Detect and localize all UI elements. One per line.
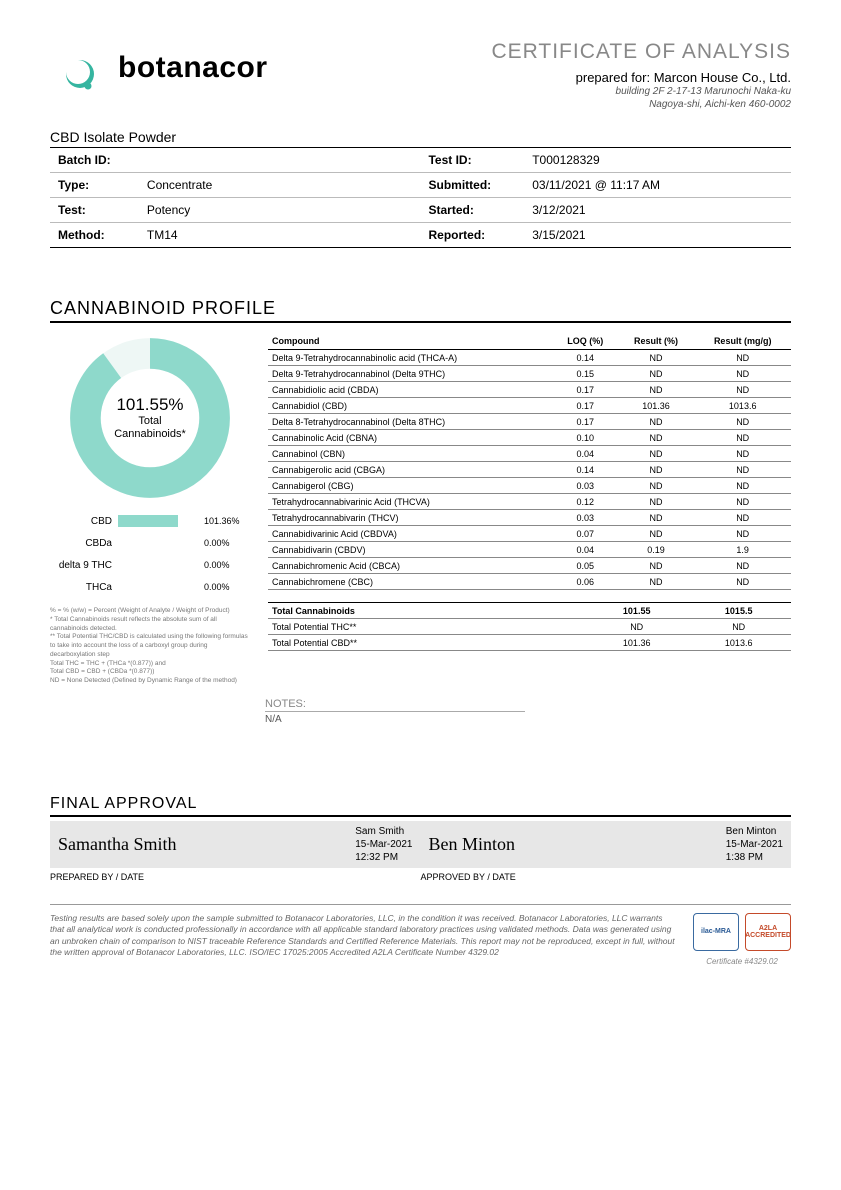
approved-by-label: APPROVED BY / DATE (421, 872, 792, 882)
prepared-for-value: Marcon House Co., Ltd. (654, 70, 791, 85)
info-row: Method:TM14Reported:3/15/2021 (50, 223, 791, 248)
cannabinoid-row: Cannabidiol (CBD)0.17101.361013.6 (268, 398, 791, 414)
prepared-name: Sam Smith (355, 825, 412, 838)
prepared-by-cell: Samantha Smith Sam Smith 15-Mar-2021 12:… (50, 821, 421, 868)
disclaimer-row: Testing results are based solely upon th… (50, 904, 791, 966)
header: botanacor CERTIFICATE OF ANALYSIS prepar… (50, 40, 791, 111)
approved-by-cell: Ben Minton Ben Minton 15-Mar-2021 1:38 P… (421, 821, 792, 868)
bar-row: delta 9 THC0.00% (50, 559, 250, 571)
logo-block: botanacor (50, 40, 268, 96)
approval-section-title: FINAL APPROVAL (50, 795, 791, 817)
prepared-date: 15-Mar-2021 (355, 838, 412, 851)
cannabinoid-row: Tetrahydrocannabivarin (THCV)0.03NDND (268, 510, 791, 526)
profile-footnotes: % = % (w/w) = Percent (Weight of Analyte… (50, 607, 250, 686)
a2la-badge-icon: A2LA ACCREDITED (745, 913, 791, 951)
cannabinoid-row: Delta 9-Tetrahydrocannabinol (Delta 9THC… (268, 366, 791, 382)
cannabinoid-row: Cannabichromene (CBC)0.06NDND (268, 574, 791, 590)
donut-column: 101.55% Total Cannabinoids* CBD101.36%CB… (50, 333, 250, 686)
prepared-for: prepared for: Marcon House Co., Ltd. (491, 70, 791, 85)
donut-chart: 101.55% Total Cannabinoids* (65, 333, 235, 503)
approval-sublabels: PREPARED BY / DATE APPROVED BY / DATE (50, 872, 791, 882)
cannabinoid-row: Cannabinol (CBN)0.04NDND (268, 446, 791, 462)
totals-row: Total Cannabinoids101.551015.5 (268, 603, 791, 619)
info-row: Type:ConcentrateSubmitted:03/11/2021 @ 1… (50, 173, 791, 198)
notes-block: NOTES: N/A (265, 698, 791, 725)
logo-icon (50, 40, 106, 96)
summary-bars: CBD101.36% CBDa0.00% delta 9 THC0.00% THCa0… (50, 515, 250, 593)
donut-label-1: Total (138, 415, 161, 428)
cannabinoid-row: Cannabidivarin (CBDV)0.040.191.9 (268, 542, 791, 558)
certificate-title: CERTIFICATE OF ANALYSIS (491, 40, 791, 64)
cannabinoid-row: Cannabichromenic Acid (CBCA)0.05NDND (268, 558, 791, 574)
approval-row: Samantha Smith Sam Smith 15-Mar-2021 12:… (50, 821, 791, 868)
notes-label: NOTES: (265, 698, 525, 712)
totals-table: Total Cannabinoids101.551015.5Total Pote… (268, 602, 791, 651)
approved-time: 1:38 PM (726, 851, 783, 864)
product-name: CBD Isolate Powder (50, 129, 791, 145)
prepared-for-label: prepared for: (576, 70, 650, 85)
totals-row: Total Potential THC**NDND (268, 619, 791, 635)
totals-row: Total Potential CBD**101.361013.6 (268, 635, 791, 651)
address-line-1: building 2F 2-17-13 Marunochi Naka-ku (491, 85, 791, 98)
prepared-time: 12:32 PM (355, 851, 412, 864)
bar-row: THCa0.00% (50, 581, 250, 593)
profile-section-title: CANNABINOID PROFILE (50, 298, 791, 323)
cannabinoid-row: Cannabidivarinic Acid (CBDVA)0.07NDND (268, 526, 791, 542)
approved-name: Ben Minton (726, 825, 783, 838)
accreditation-block: ilac-MRA A2LA ACCREDITED Certificate #43… (693, 913, 791, 966)
approved-signature: Ben Minton (429, 834, 714, 855)
donut-label-2: Cannabinoids* (114, 428, 186, 441)
cannabinoid-row: Delta 9-Tetrahydrocannabinolic acid (THC… (268, 350, 791, 366)
prepared-meta: Sam Smith 15-Mar-2021 12:32 PM (355, 825, 412, 864)
address-line-2: Nagoya-shi, Aichi-ken 460-0002 (491, 98, 791, 111)
info-row: Test:PotencyStarted:3/12/2021 (50, 198, 791, 223)
cannabinoid-row: Cannabidiolic acid (CBDA)0.17NDND (268, 382, 791, 398)
bar-row: CBD101.36% (50, 515, 250, 527)
prepared-signature: Samantha Smith (58, 834, 343, 855)
bar-row: CBDa0.00% (50, 537, 250, 549)
ilac-badge-icon: ilac-MRA (693, 913, 739, 951)
info-row: Batch ID:Test ID:T000128329 (50, 148, 791, 173)
certificate-number: Certificate #4329.02 (706, 957, 778, 966)
approved-date: 15-Mar-2021 (726, 838, 783, 851)
cannabinoid-table: CompoundLOQ (%)Result (%)Result (mg/g) D… (268, 333, 791, 590)
cannabinoid-row: Delta 8-Tetrahydrocannabinol (Delta 8THC… (268, 414, 791, 430)
certificate-header: CERTIFICATE OF ANALYSIS prepared for: Ma… (491, 40, 791, 111)
sample-info-table: Batch ID:Test ID:T000128329Type:Concentr… (50, 147, 791, 248)
company-name: botanacor (118, 51, 268, 85)
cannabinoid-row: Cannabigerolic acid (CBGA)0.14NDND (268, 462, 791, 478)
prepared-by-label: PREPARED BY / DATE (50, 872, 421, 882)
cannabinoid-row: Cannabigerol (CBG)0.03NDND (268, 478, 791, 494)
approved-meta: Ben Minton 15-Mar-2021 1:38 PM (726, 825, 783, 864)
profile-body: 101.55% Total Cannabinoids* CBD101.36%CB… (50, 333, 791, 686)
notes-value: N/A (265, 714, 791, 725)
cannabinoid-row: Tetrahydrocannabivarinic Acid (THCVA)0.1… (268, 494, 791, 510)
cannabinoid-row: Cannabinolic Acid (CBNA)0.10NDND (268, 430, 791, 446)
data-column: CompoundLOQ (%)Result (%)Result (mg/g) D… (268, 333, 791, 686)
disclaimer-text: Testing results are based solely upon th… (50, 913, 679, 959)
donut-percent: 101.55% (116, 395, 183, 415)
